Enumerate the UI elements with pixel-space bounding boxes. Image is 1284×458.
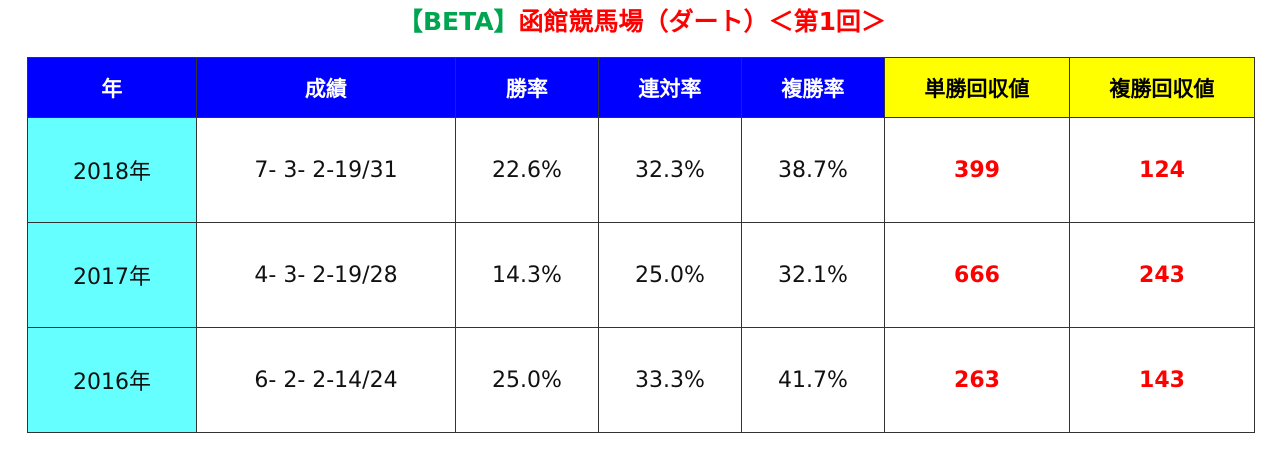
table-cell: 41.7%	[741, 327, 885, 433]
table-cell: 143	[1069, 327, 1255, 433]
table-cell: 7- 3- 2-19/31	[196, 117, 456, 223]
table-cell: 124	[1069, 117, 1255, 223]
table-cell: 25.0%	[455, 327, 599, 433]
column-header: 連対率	[598, 57, 742, 118]
table-cell: 32.1%	[741, 222, 885, 328]
table-cell: 2016年	[27, 327, 197, 433]
table-cell: 2017年	[27, 222, 197, 328]
table-cell: 2018年	[27, 117, 197, 223]
table-cell: 666	[884, 222, 1070, 328]
table-cell: 14.3%	[455, 222, 599, 328]
table-row: 2017年 4- 3- 2-19/28 14.3% 25.0% 32.1% 666 243	[27, 222, 1255, 328]
column-header: 単勝回収値	[884, 57, 1070, 118]
table-cell: 399	[884, 117, 1070, 223]
title-text: 函館競馬場（ダート）＜第1回＞	[518, 7, 886, 36]
table-cell: 25.0%	[598, 222, 742, 328]
title-prefix: 【BETA】	[398, 7, 519, 36]
table-cell: 263	[884, 327, 1070, 433]
column-header: 複勝率	[741, 57, 885, 118]
table-row: 2018年 7- 3- 2-19/31 22.6% 32.3% 38.7% 399 124	[27, 117, 1255, 223]
table-cell: 38.7%	[741, 117, 885, 223]
table-cell: 32.3%	[598, 117, 742, 223]
results-table: 年成績 勝率 連対率 複勝率 単勝回収値 複勝回収値 2018年 7- 3- 2-19/31…	[27, 57, 1255, 433]
title: 【BETA】函館競馬場（ダート）＜第1回＞	[0, 4, 1284, 40]
column-header: 複勝回収値	[1069, 57, 1255, 118]
table-row: 2016年 6- 2- 2-14/24 25.0% 33.3% 41.7% 263 143	[27, 327, 1255, 433]
column-header: 勝率	[455, 57, 599, 118]
column-header: 年	[27, 57, 197, 118]
table-cell: 243	[1069, 222, 1255, 328]
table-cell: 6- 2- 2-14/24	[196, 327, 456, 433]
table-cell: 22.6%	[455, 117, 599, 223]
table-cell: 4- 3- 2-19/28	[196, 222, 456, 328]
header-row: 年成績 勝率 連対率 複勝率 単勝回収値 複勝回収値	[27, 57, 1255, 118]
column-header: 成績	[196, 57, 456, 118]
table-cell: 33.3%	[598, 327, 742, 433]
